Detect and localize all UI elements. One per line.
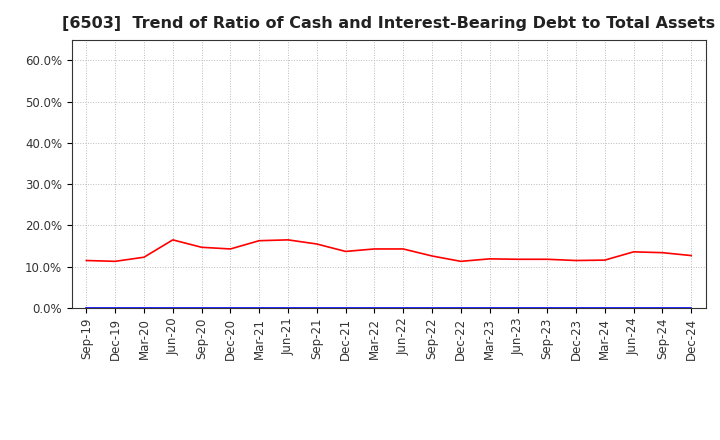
Line: Cash: Cash [86,240,691,261]
Cash [284,237,292,242]
Cash [485,256,494,261]
Interest-Bearing Debt [168,305,177,310]
Interest-Bearing Debt [629,305,638,310]
Cash [312,242,321,247]
Interest-Bearing Debt [284,305,292,310]
Interest-Bearing Debt [140,305,148,310]
Cash [197,245,206,250]
Cash [600,257,609,263]
Interest-Bearing Debt [370,305,379,310]
Cash [111,259,120,264]
Cash [572,258,580,263]
Interest-Bearing Debt [226,305,235,310]
Cash [140,255,148,260]
Title: [6503]  Trend of Ratio of Cash and Interest-Bearing Debt to Total Assets: [6503] Trend of Ratio of Cash and Intere… [62,16,716,32]
Cash [168,237,177,242]
Cash [687,253,696,258]
Cash [629,249,638,254]
Interest-Bearing Debt [82,305,91,310]
Cash [543,257,552,262]
Cash [82,258,91,263]
Cash [428,253,436,259]
Interest-Bearing Debt [341,305,350,310]
Cash [514,257,523,262]
Cash [255,238,264,243]
Legend: Cash, Interest-Bearing Debt: Cash, Interest-Bearing Debt [242,439,536,440]
Interest-Bearing Debt [572,305,580,310]
Interest-Bearing Debt [485,305,494,310]
Cash [341,249,350,254]
Interest-Bearing Debt [399,305,408,310]
Cash [370,246,379,252]
Interest-Bearing Debt [111,305,120,310]
Cash [658,250,667,255]
Cash [456,259,465,264]
Interest-Bearing Debt [428,305,436,310]
Interest-Bearing Debt [687,305,696,310]
Cash [226,246,235,252]
Interest-Bearing Debt [255,305,264,310]
Cash [399,246,408,252]
Interest-Bearing Debt [600,305,609,310]
Interest-Bearing Debt [456,305,465,310]
Interest-Bearing Debt [312,305,321,310]
Interest-Bearing Debt [543,305,552,310]
Interest-Bearing Debt [658,305,667,310]
Interest-Bearing Debt [197,305,206,310]
Interest-Bearing Debt [514,305,523,310]
